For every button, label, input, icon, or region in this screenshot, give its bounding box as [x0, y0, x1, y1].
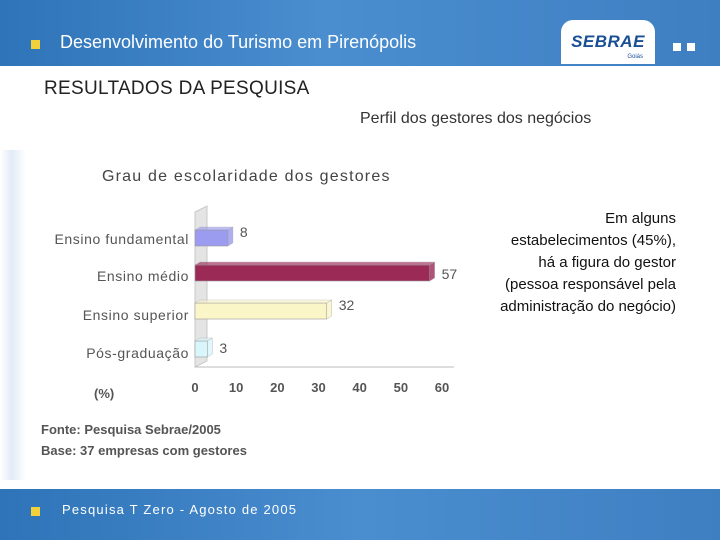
bar-3: [194, 340, 208, 358]
logo-text: SEBRAE: [571, 32, 645, 51]
bullet-icon: [31, 40, 40, 49]
x-tick-label-0: 0: [191, 380, 198, 395]
data-label-3: 3: [219, 340, 227, 356]
bar-top-2: [194, 299, 333, 304]
sebrae-logo: SEBRAE Goiás: [561, 20, 655, 64]
x-tick-label-3: 30: [311, 380, 325, 395]
decorative-square-icon: [673, 43, 681, 51]
bar-side-3: [207, 337, 213, 358]
bar-side-0: [227, 226, 234, 247]
decorative-stripe: [0, 150, 26, 480]
logo-subtext: Goiás: [627, 54, 643, 60]
category-label-1: Ensino médio: [97, 268, 189, 284]
data-label-1: 57: [442, 266, 458, 282]
data-label-2: 32: [339, 297, 355, 313]
bar-top-1: [194, 261, 436, 266]
decorative-square-icon: [687, 43, 695, 51]
x-tick-label-1: 10: [229, 380, 243, 395]
side-note: Em alguns estabelecimentos (45%), há a f…: [500, 210, 676, 315]
header-bar: Desenvolvimento do Turismo em Pirenópoli…: [0, 0, 720, 66]
x-tick-label-6: 60: [435, 380, 449, 395]
presentation-title: Desenvolvimento do Turismo em Pirenópoli…: [60, 32, 417, 52]
x-tick-label-5: 50: [394, 380, 408, 395]
bar-2: [194, 302, 328, 320]
x-axis-label: (%): [94, 386, 114, 401]
bullet-icon: [31, 507, 40, 516]
bar-top-0: [194, 226, 234, 231]
education-bar-chart: Grau de escolaridade dos gestores 8 Ensino…: [41, 168, 458, 458]
footer-bar: Pesquisa T Zero - Agosto de 2005: [0, 489, 720, 540]
x-tick-label-2: 20: [270, 380, 284, 395]
bar-side-1: [429, 261, 435, 282]
source-note: Fonte: Pesquisa Sebrae/2005: [41, 422, 221, 437]
slide-subtitle: Perfil dos gestores dos negócios: [360, 110, 592, 127]
category-label-3: Pós-graduação: [86, 345, 189, 361]
chart-title: Grau de escolaridade dos gestores: [102, 168, 391, 185]
base-note: Base: 37 empresas com gestores: [41, 443, 247, 458]
section-title: RESULTADOS DA PESQUISA: [44, 78, 310, 99]
bar-side-2: [326, 299, 332, 320]
footer-text: Pesquisa T Zero - Agosto de 2005: [62, 502, 298, 517]
category-label-0: Ensino fundamental: [54, 231, 189, 247]
bar-1: [194, 264, 430, 282]
data-label-0: 8: [240, 224, 248, 240]
x-tick-label-4: 40: [352, 380, 366, 395]
category-label-2: Ensino superior: [83, 307, 189, 323]
bar-0: [194, 229, 229, 247]
